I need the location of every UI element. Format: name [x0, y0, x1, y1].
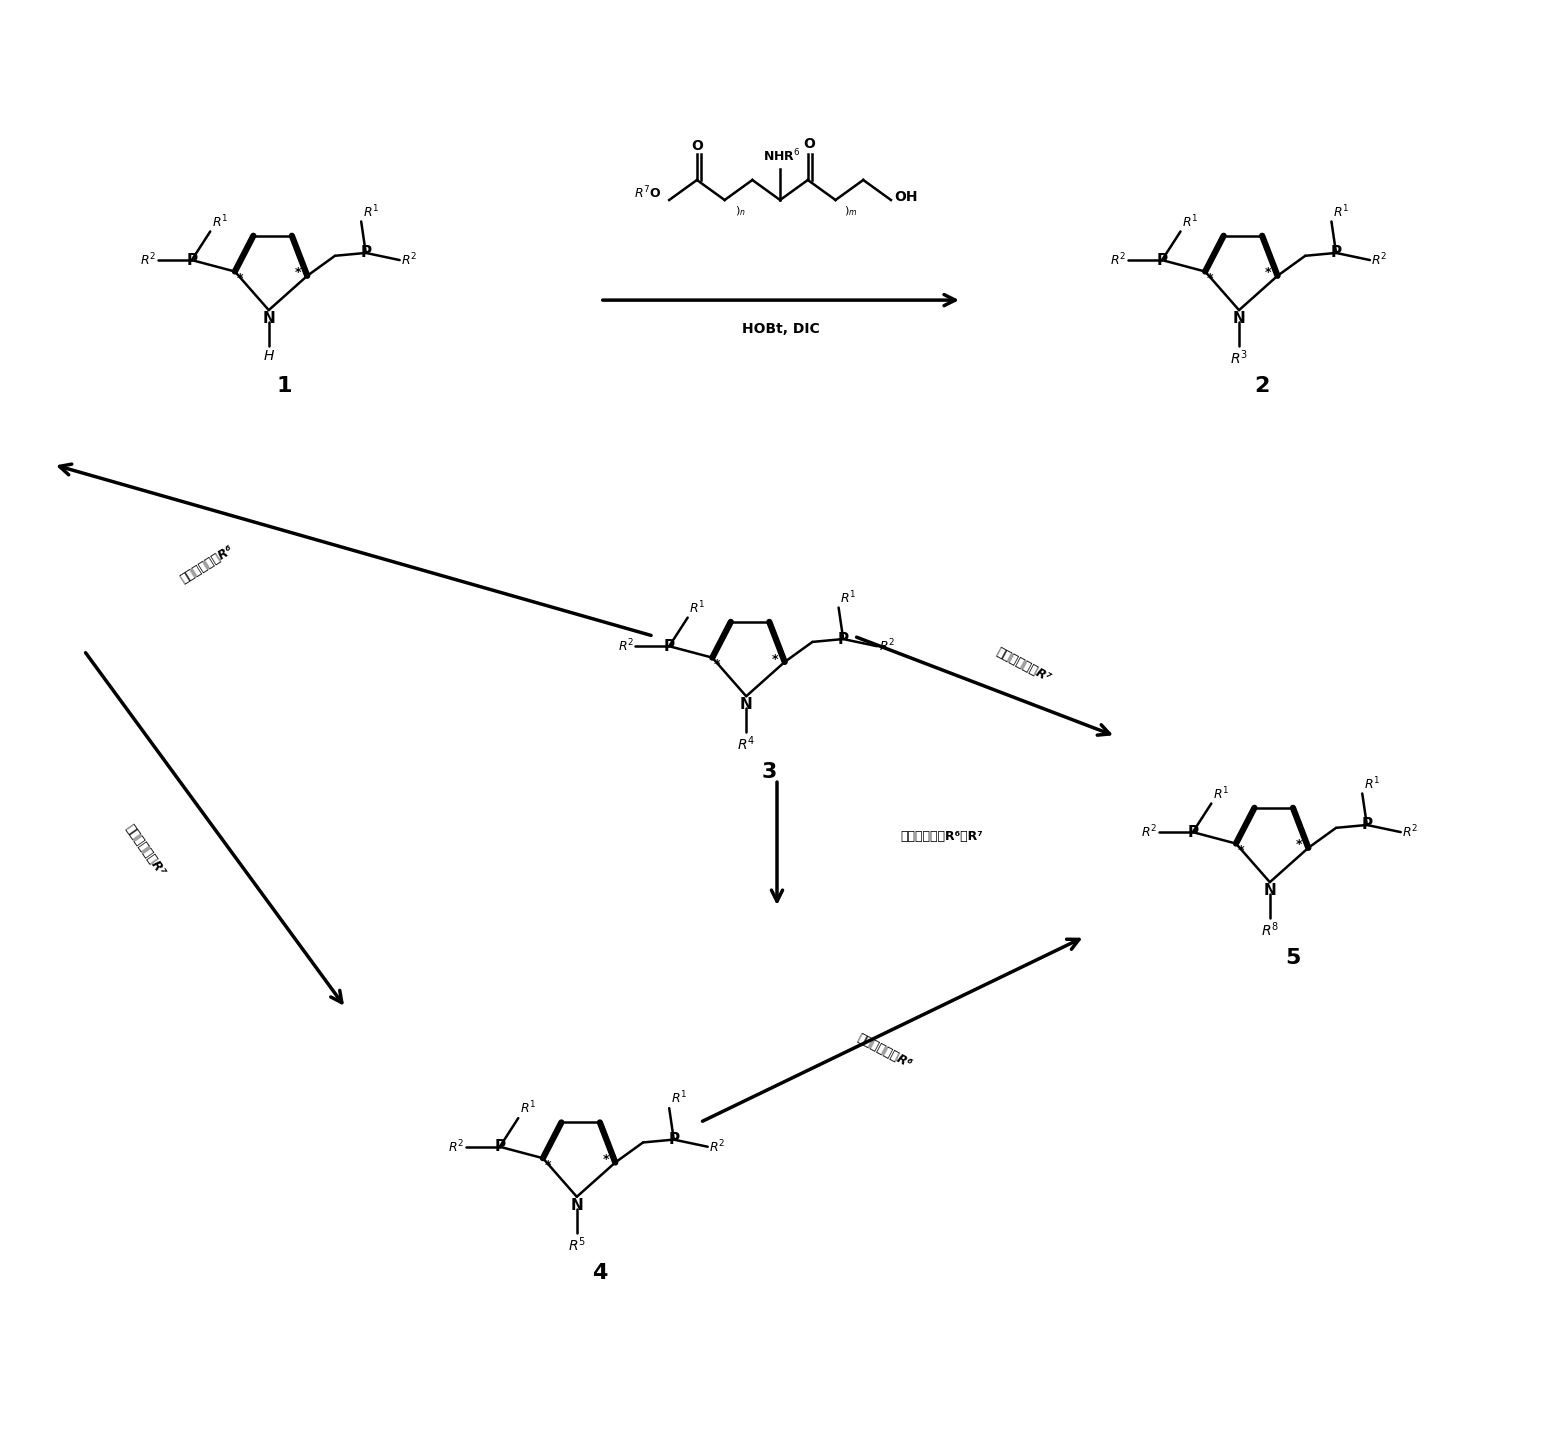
- Text: $R^4$: $R^4$: [737, 735, 755, 754]
- Text: *: *: [1296, 839, 1302, 852]
- Text: $R^2$: $R^2$: [1111, 251, 1127, 269]
- Text: $R^2$: $R^2$: [1402, 825, 1419, 840]
- Text: *: *: [295, 267, 301, 280]
- Text: *: *: [1206, 271, 1214, 284]
- Text: *: *: [1265, 267, 1271, 280]
- Text: 5: 5: [1285, 947, 1301, 967]
- Text: *: *: [1237, 845, 1243, 858]
- Text: $R^2$: $R^2$: [878, 638, 895, 654]
- Text: P: P: [1330, 245, 1341, 260]
- Text: $H$: $H$: [263, 349, 275, 362]
- Text: P: P: [668, 1132, 679, 1147]
- Text: $R^1$: $R^1$: [671, 1090, 687, 1106]
- Text: 脉氨基保护基R⁶: 脉氨基保护基R⁶: [179, 543, 236, 586]
- Text: $R^1$: $R^1$: [1183, 214, 1198, 230]
- Text: $R^3$: $R^3$: [1231, 349, 1248, 367]
- Text: $R^1$: $R^1$: [1212, 786, 1229, 801]
- Text: P: P: [1361, 817, 1372, 833]
- Text: 1: 1: [277, 375, 292, 396]
- Text: $R^1$: $R^1$: [1364, 775, 1380, 793]
- Text: $R^2$: $R^2$: [448, 1138, 465, 1155]
- Text: $R^1$: $R^1$: [841, 589, 856, 606]
- Text: P: P: [494, 1139, 505, 1154]
- Text: P: P: [1156, 253, 1167, 267]
- Text: N: N: [1232, 310, 1245, 326]
- Text: 2: 2: [1254, 375, 1270, 396]
- Text: HOBt, DIC: HOBt, DIC: [741, 322, 819, 335]
- Text: $R^7$O: $R^7$O: [634, 185, 662, 201]
- Text: $R^2$: $R^2$: [401, 251, 418, 269]
- Text: $R^8$: $R^8$: [1260, 921, 1279, 940]
- Text: $R^2$: $R^2$: [709, 1138, 726, 1155]
- Text: $R^2$: $R^2$: [1141, 825, 1158, 840]
- Text: P: P: [361, 245, 371, 260]
- Text: OH: OH: [894, 191, 917, 204]
- Text: P: P: [664, 638, 674, 654]
- Text: $)_m$: $)_m$: [844, 204, 858, 218]
- Text: NHR$^6$: NHR$^6$: [763, 147, 800, 165]
- Text: P: P: [838, 631, 848, 647]
- Text: 4: 4: [592, 1262, 608, 1282]
- Text: $)_n$: $)_n$: [735, 204, 746, 218]
- Text: P: P: [1187, 825, 1198, 839]
- Text: $R^2$: $R^2$: [1372, 251, 1388, 269]
- Text: *: *: [603, 1154, 609, 1167]
- Text: $R^2$: $R^2$: [617, 638, 634, 654]
- Text: $R^1$: $R^1$: [1333, 204, 1349, 219]
- Text: 脉氨基保护基R⁶: 脉氨基保护基R⁶: [855, 1031, 914, 1071]
- Text: 3: 3: [761, 762, 777, 783]
- Text: $R^1$: $R^1$: [519, 1100, 536, 1116]
- Text: *: *: [544, 1160, 550, 1173]
- Text: $R^2$: $R^2$: [140, 251, 157, 269]
- Text: 同时脉保护基R⁶和R⁷: 同时脉保护基R⁶和R⁷: [900, 830, 984, 843]
- Text: P: P: [186, 253, 197, 267]
- Text: *: *: [713, 658, 720, 671]
- Text: N: N: [1263, 882, 1276, 898]
- Text: O: O: [692, 139, 704, 153]
- Text: O: O: [803, 137, 816, 152]
- Text: $R^1$: $R^1$: [690, 599, 706, 617]
- Text: 脉氨基保护基R⁷: 脉氨基保护基R⁷: [123, 822, 168, 879]
- Text: *: *: [772, 653, 779, 666]
- Text: 脉氨基保护基R⁷: 脉氨基保护基R⁷: [995, 645, 1054, 684]
- Text: N: N: [570, 1197, 583, 1213]
- Text: N: N: [740, 697, 752, 712]
- Text: $R^1$: $R^1$: [211, 214, 228, 230]
- Text: $R^1$: $R^1$: [362, 204, 379, 219]
- Text: $R^5$: $R^5$: [567, 1236, 586, 1253]
- Text: N: N: [263, 310, 275, 326]
- Text: *: *: [236, 271, 242, 284]
